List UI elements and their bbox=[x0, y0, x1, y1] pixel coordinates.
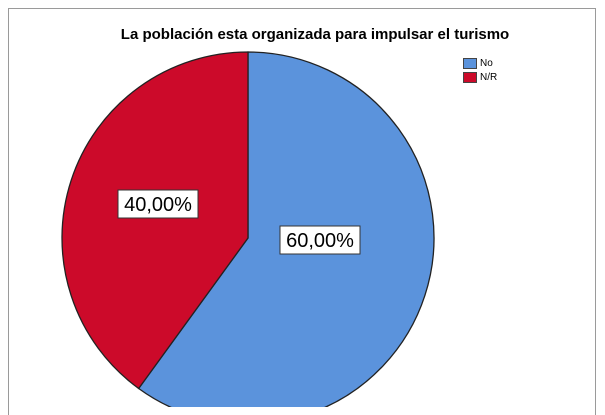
data-label-nr: 40,00% bbox=[117, 189, 199, 219]
legend-item-no: No bbox=[463, 56, 497, 70]
data-label-no: 60,00% bbox=[279, 225, 361, 255]
legend-swatch-nr bbox=[463, 71, 477, 83]
legend-label-nr: N/R bbox=[480, 71, 498, 83]
data-label-text-nr: 40,00% bbox=[124, 194, 192, 216]
data-label-box-no bbox=[279, 225, 361, 255]
legend-item-nr: N/R bbox=[463, 70, 497, 84]
chart-legend: No N/R bbox=[463, 56, 497, 84]
chart-title: La población esta organizada para impuls… bbox=[120, 26, 510, 43]
data-label-text-no: 60,00% bbox=[286, 230, 354, 252]
pie-slice-nr bbox=[61, 51, 249, 390]
legend-swatch-no bbox=[463, 57, 477, 69]
data-label-box-nr bbox=[117, 189, 199, 219]
legend-label-no: No bbox=[480, 57, 493, 69]
